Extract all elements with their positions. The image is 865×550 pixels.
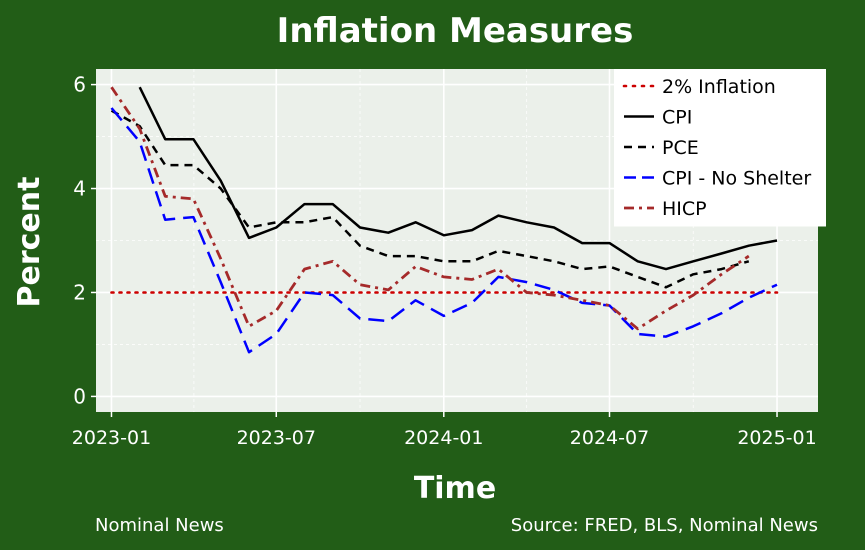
y-tick-label: 4 [73,177,86,201]
y-tick-label: 0 [73,384,86,408]
x-tick-label: 2024-01 [404,427,483,449]
chart-title: Inflation Measures [277,11,634,51]
legend-label-cpi: CPI [662,107,692,129]
y-tick-label: 2 [73,280,86,304]
y-axis-title: Percent [12,177,47,308]
series-line-cpi [138,86,778,271]
x-tick-label: 2023-07 [237,427,316,449]
y-tick-label: 6 [73,73,86,97]
x-tick-label: 2023-01 [72,427,151,449]
x-tick-label: 2024-07 [570,427,649,449]
legend-label-cpi_no_shelter: CPI - No Shelter [662,168,811,190]
series-line-pce [110,109,750,289]
legend: 2% Inflation CPI PCE CPI - No Shelter HICP [614,69,826,227]
legend-label-target: 2% Inflation [662,76,776,98]
legend-box [614,69,826,227]
caption-right: Source: FRED, BLS, Nominal News [511,515,818,536]
series-line-cpi_no_shelter [110,107,778,354]
x-axis-title: Time [414,471,496,506]
caption-left: Nominal News [95,515,224,536]
x-tick-label: 2025-01 [737,427,816,449]
legend-label-pce: PCE [662,137,699,159]
legend-label-hicp: HICP [662,198,707,220]
axes: 0 2 4 6 2023-01 2023-07 2024-01 2024-07 2025-01 [72,73,817,449]
series-lines [110,86,779,354]
